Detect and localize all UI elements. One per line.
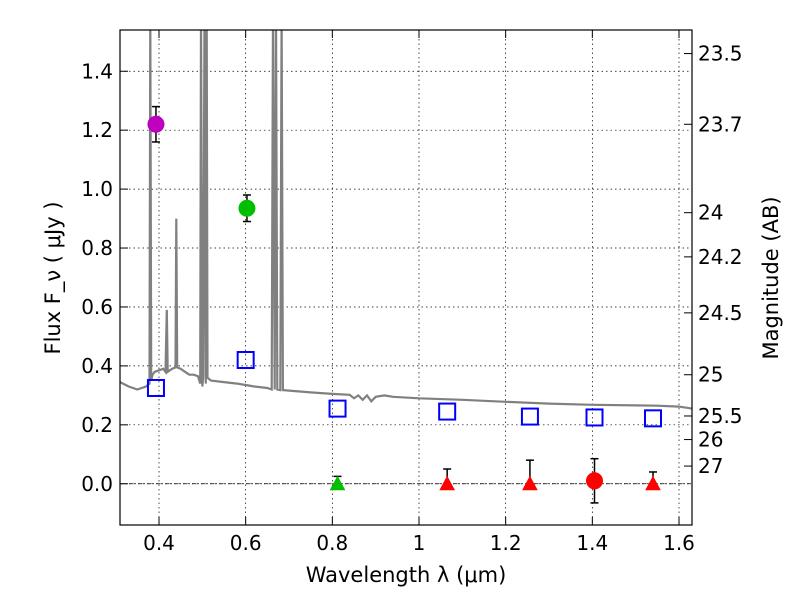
detection-point [586,472,603,490]
sed-model-line [120,30,692,410]
y2-axis-label: Magnitude (AB) [759,196,783,359]
y-tick-label: 0.8 [81,236,113,260]
x-tick-label: 0.6 [230,531,262,555]
y-tick-label: 0.0 [81,472,113,496]
x-tick-label: 0.4 [143,531,175,555]
model-band-square [438,402,457,421]
y-tick-label: 1.2 [81,118,113,142]
upper-limit-point [645,475,661,491]
x-tick-label: 1.2 [490,531,522,555]
detection-point [147,115,165,133]
x-tick-label: 1.6 [663,531,695,555]
model-band-square [644,409,662,428]
x-tick-label: 1 [413,531,426,555]
upper-limit-point [329,475,346,491]
y2-tick-label: 23.7 [698,112,743,136]
model-band-square [236,351,255,369]
model-band-square [520,407,539,426]
y-tick-label: 1.0 [81,177,113,201]
upper-limit-point [439,475,456,491]
x-tick-label: 0.8 [316,531,348,555]
y-tick-label: 0.4 [81,354,113,378]
y2-tick-label: 25.5 [698,404,743,428]
y-tick-label: 0.6 [81,295,113,319]
plot-area [120,30,692,504]
y2-tick-label: 24.2 [698,245,743,269]
plot-frame [119,29,693,526]
y2-tick-label: 23.5 [698,42,743,66]
model-band-square [146,378,165,397]
model-band-square [585,408,604,427]
model-band-square [328,399,347,418]
y2-tick-label: 26 [698,428,723,452]
y2-tick-label: 24.5 [698,301,743,325]
y-axis-label: Flux F_ν ( μJy ) [41,201,66,354]
x-tick-label: 1.4 [576,531,608,555]
y-tick-label: 1.4 [81,59,113,83]
upper-limit-point [522,475,538,491]
x-axis-label: Wavelength λ (μm) [306,563,507,587]
y2-tick-label: 25 [698,363,723,387]
y2-tick-label: 27 [698,454,723,478]
y2-tick-label: 24 [698,201,723,225]
detection-point [238,199,256,217]
grid [120,30,692,525]
y-tick-label: 0.2 [81,413,113,437]
